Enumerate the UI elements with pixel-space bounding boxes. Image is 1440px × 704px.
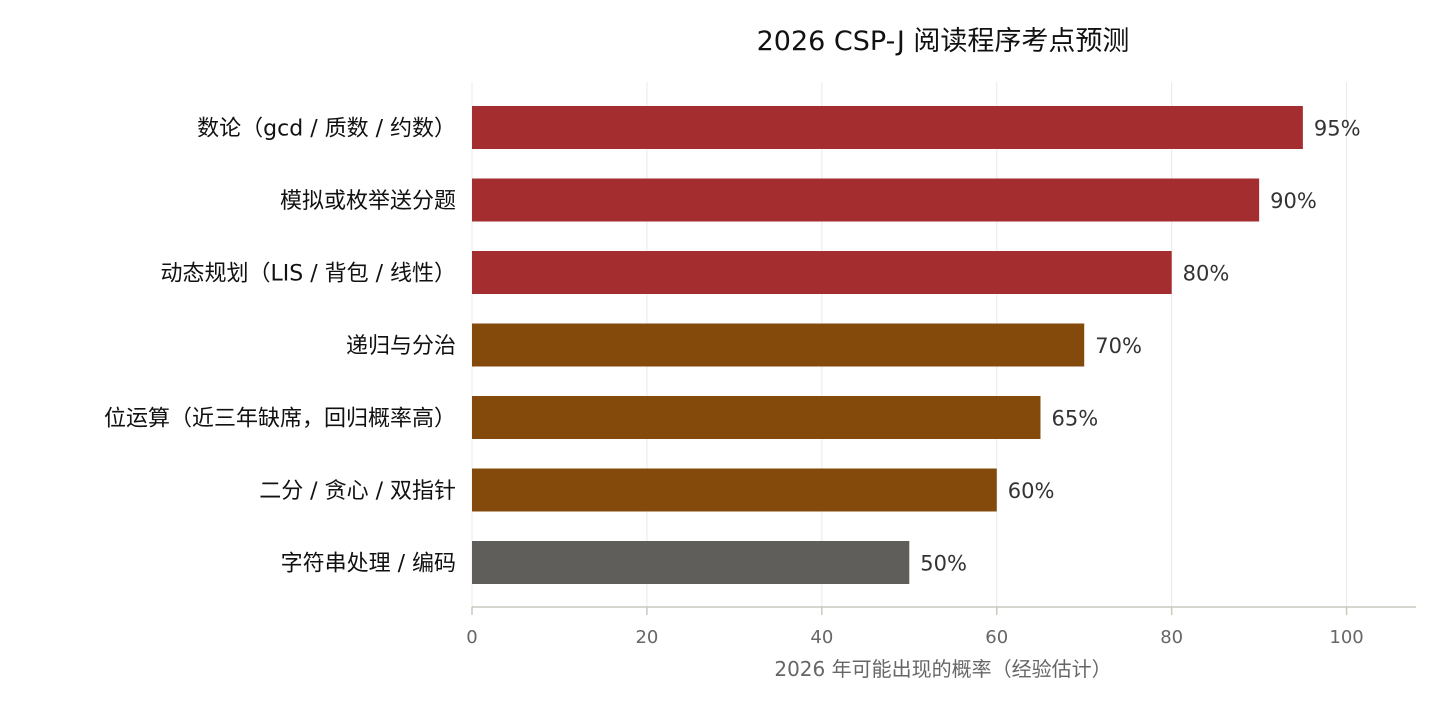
x-tick-label: 0: [466, 627, 477, 648]
category-label: 动态规划（LIS / 背包 / 线性）: [160, 262, 456, 287]
bar: [472, 468, 997, 512]
x-axis: 0 20 40 60 80 100: [466, 606, 1416, 648]
bar: [472, 178, 1260, 222]
x-axis-label: 2026 年可能出现的概率（经验估计）: [774, 657, 1111, 681]
bar: [472, 251, 1172, 294]
x-tick-label: 80: [1160, 627, 1183, 648]
category-label: 数论（gcd / 质数 / 约数）: [197, 117, 456, 142]
value-label: 95%: [1314, 117, 1361, 141]
value-label: 60%: [1008, 479, 1055, 503]
chart-title: 2026 CSP-J 阅读程序考点预测: [757, 26, 1130, 57]
value-label: 50%: [920, 552, 967, 576]
value-label: 80%: [1183, 262, 1230, 286]
bar: [472, 106, 1303, 149]
x-tick-label: 100: [1329, 627, 1363, 648]
value-label: 65%: [1051, 407, 1098, 431]
bar: [472, 541, 910, 584]
category-label: 模拟或枚举送分题: [280, 189, 456, 214]
category-label: 递归与分治: [346, 334, 456, 359]
x-tick-label: 40: [810, 627, 833, 648]
value-label: 90%: [1270, 189, 1317, 213]
x-tick-label: 60: [985, 627, 1008, 648]
category-label: 位运算（近三年缺席，回归概率高）: [104, 407, 456, 432]
category-label: 二分 / 贪心 / 双指针: [259, 479, 456, 504]
bars: 数论（gcd / 质数 / 约数） 95% 模拟或枚举送分题 90% 动态规划（LIS …: [104, 106, 1361, 584]
category-label: 字符串处理 / 编码: [281, 552, 456, 577]
value-label: 70%: [1095, 334, 1142, 358]
bar: [472, 396, 1041, 439]
bar: [472, 323, 1085, 367]
x-tick-label: 20: [635, 627, 658, 648]
